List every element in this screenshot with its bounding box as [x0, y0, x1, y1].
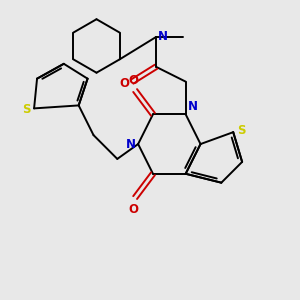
- Text: S: S: [237, 124, 245, 137]
- Text: N: N: [158, 30, 167, 43]
- Text: N: N: [188, 100, 198, 113]
- Text: O: O: [129, 74, 139, 87]
- Text: O: O: [129, 203, 139, 216]
- Text: N: N: [126, 138, 136, 151]
- Text: O: O: [120, 76, 130, 90]
- Text: S: S: [22, 103, 31, 116]
